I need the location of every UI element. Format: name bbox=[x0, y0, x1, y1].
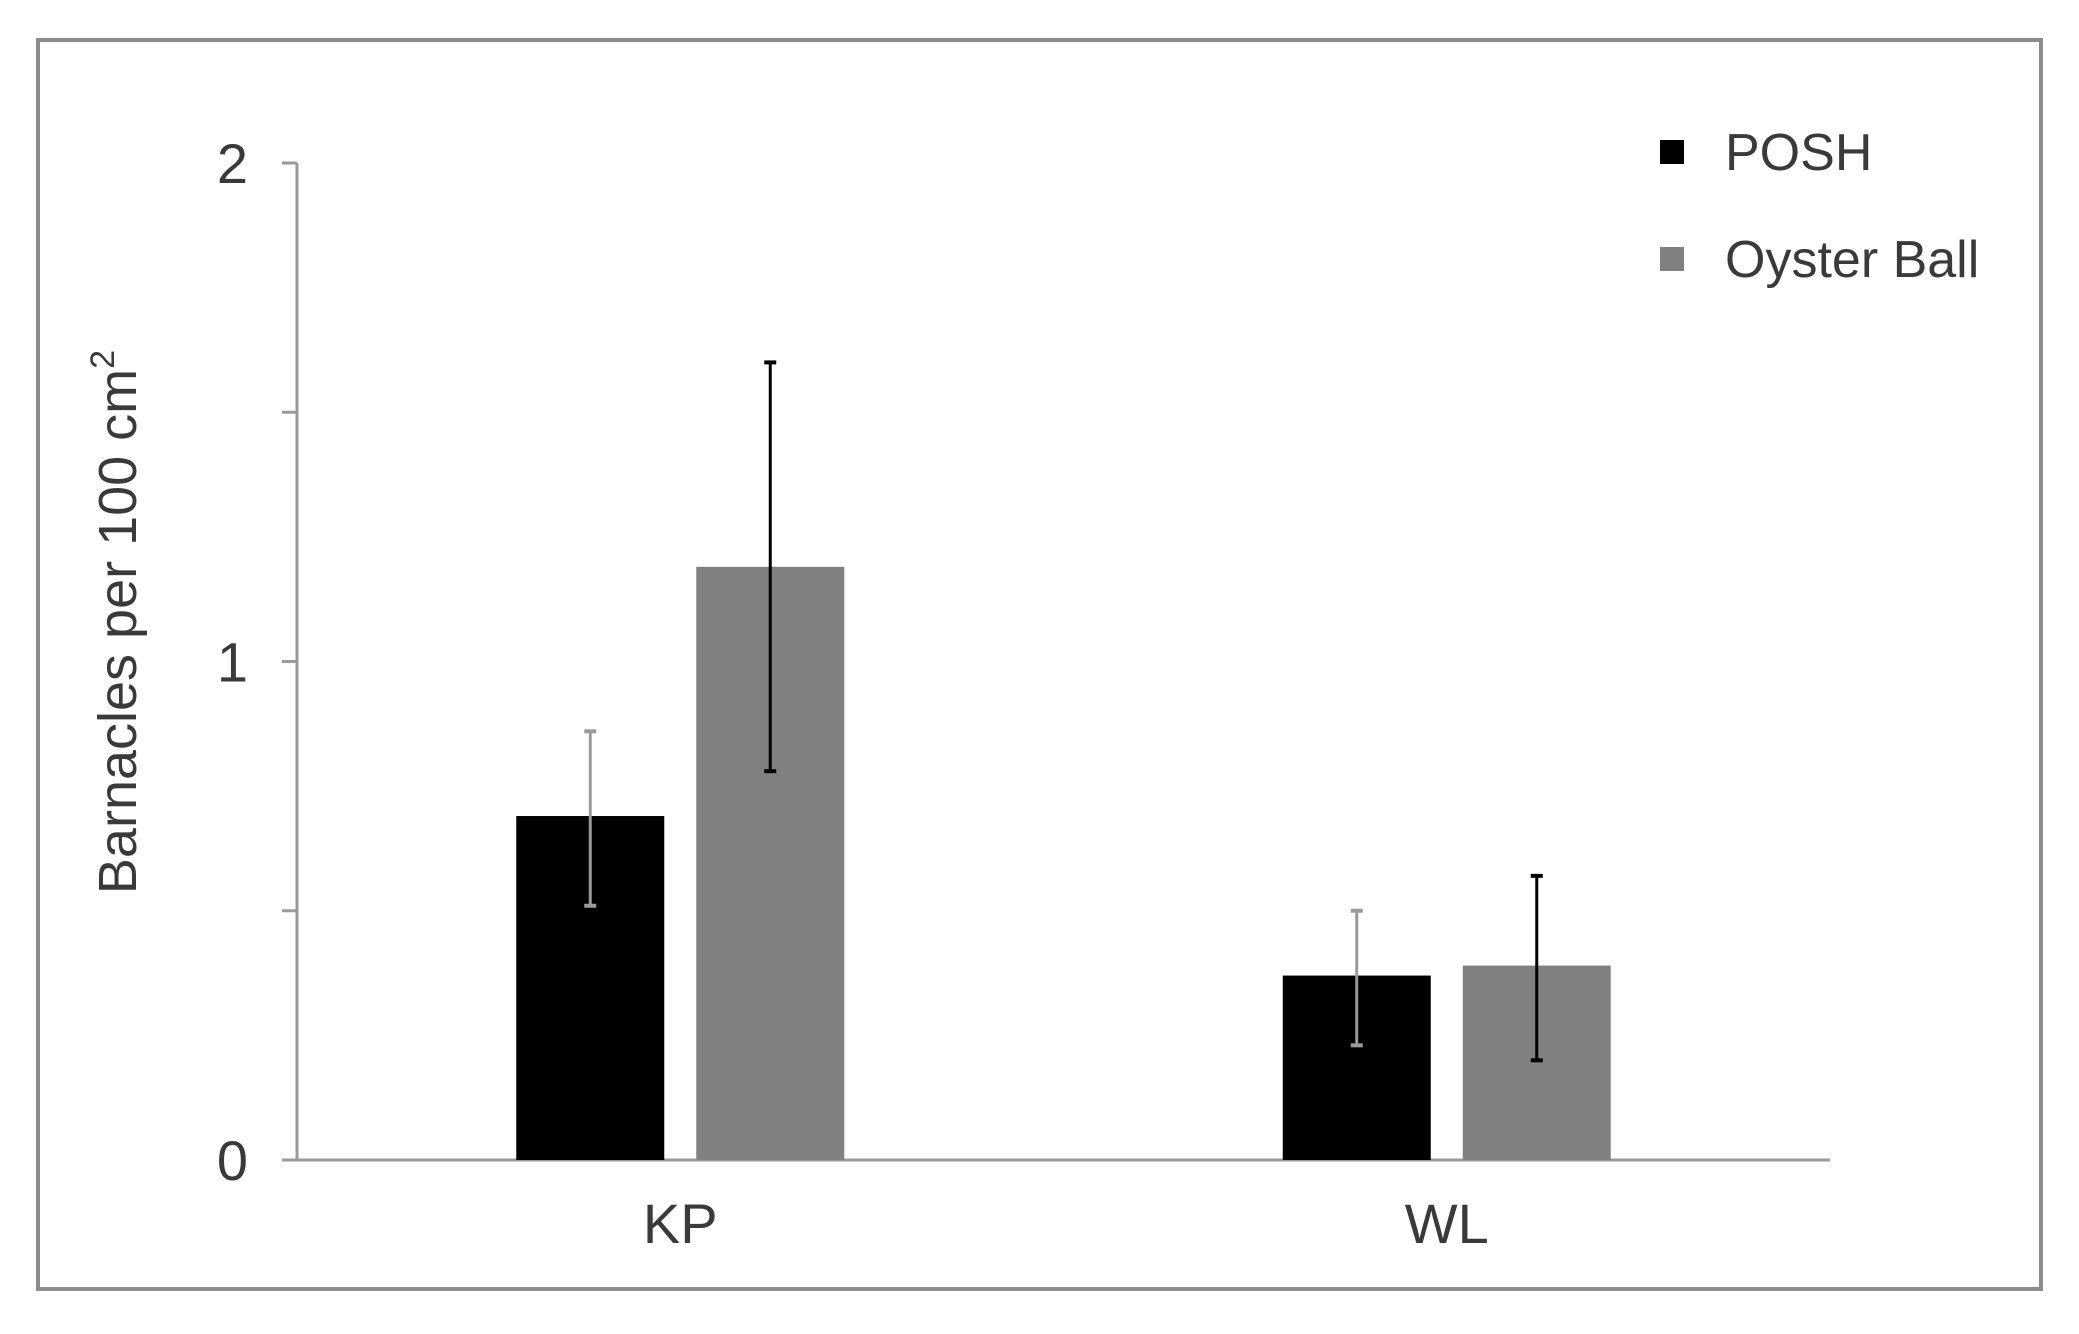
legend-swatch bbox=[1660, 140, 1684, 164]
legend: POSH Oyster Ball bbox=[1660, 124, 1979, 289]
legend-label: POSH bbox=[1725, 124, 1872, 182]
x-category-label: WL bbox=[1405, 1192, 1489, 1255]
y-axis-title-text: Barnacles per 100 cm bbox=[88, 369, 148, 894]
y-axis-title-superscript: 2 bbox=[84, 350, 122, 369]
y-tick-label: 2 bbox=[217, 132, 248, 195]
bars bbox=[516, 566, 1611, 1160]
x-labels: KP WL bbox=[643, 1192, 1489, 1255]
legend-swatch bbox=[1660, 247, 1684, 271]
chart-frame bbox=[36, 38, 2043, 1291]
x-category-label: KP bbox=[643, 1192, 718, 1255]
y-tick-label: 1 bbox=[217, 631, 248, 694]
legend-label: Oyster Ball bbox=[1725, 231, 1979, 289]
y-tick-label: 0 bbox=[217, 1129, 248, 1192]
y-axis-title: Barnacles per 100 cm2 bbox=[84, 350, 148, 894]
error-bars bbox=[584, 360, 1543, 1063]
y-ticks: 0 1 2 bbox=[217, 132, 297, 1192]
